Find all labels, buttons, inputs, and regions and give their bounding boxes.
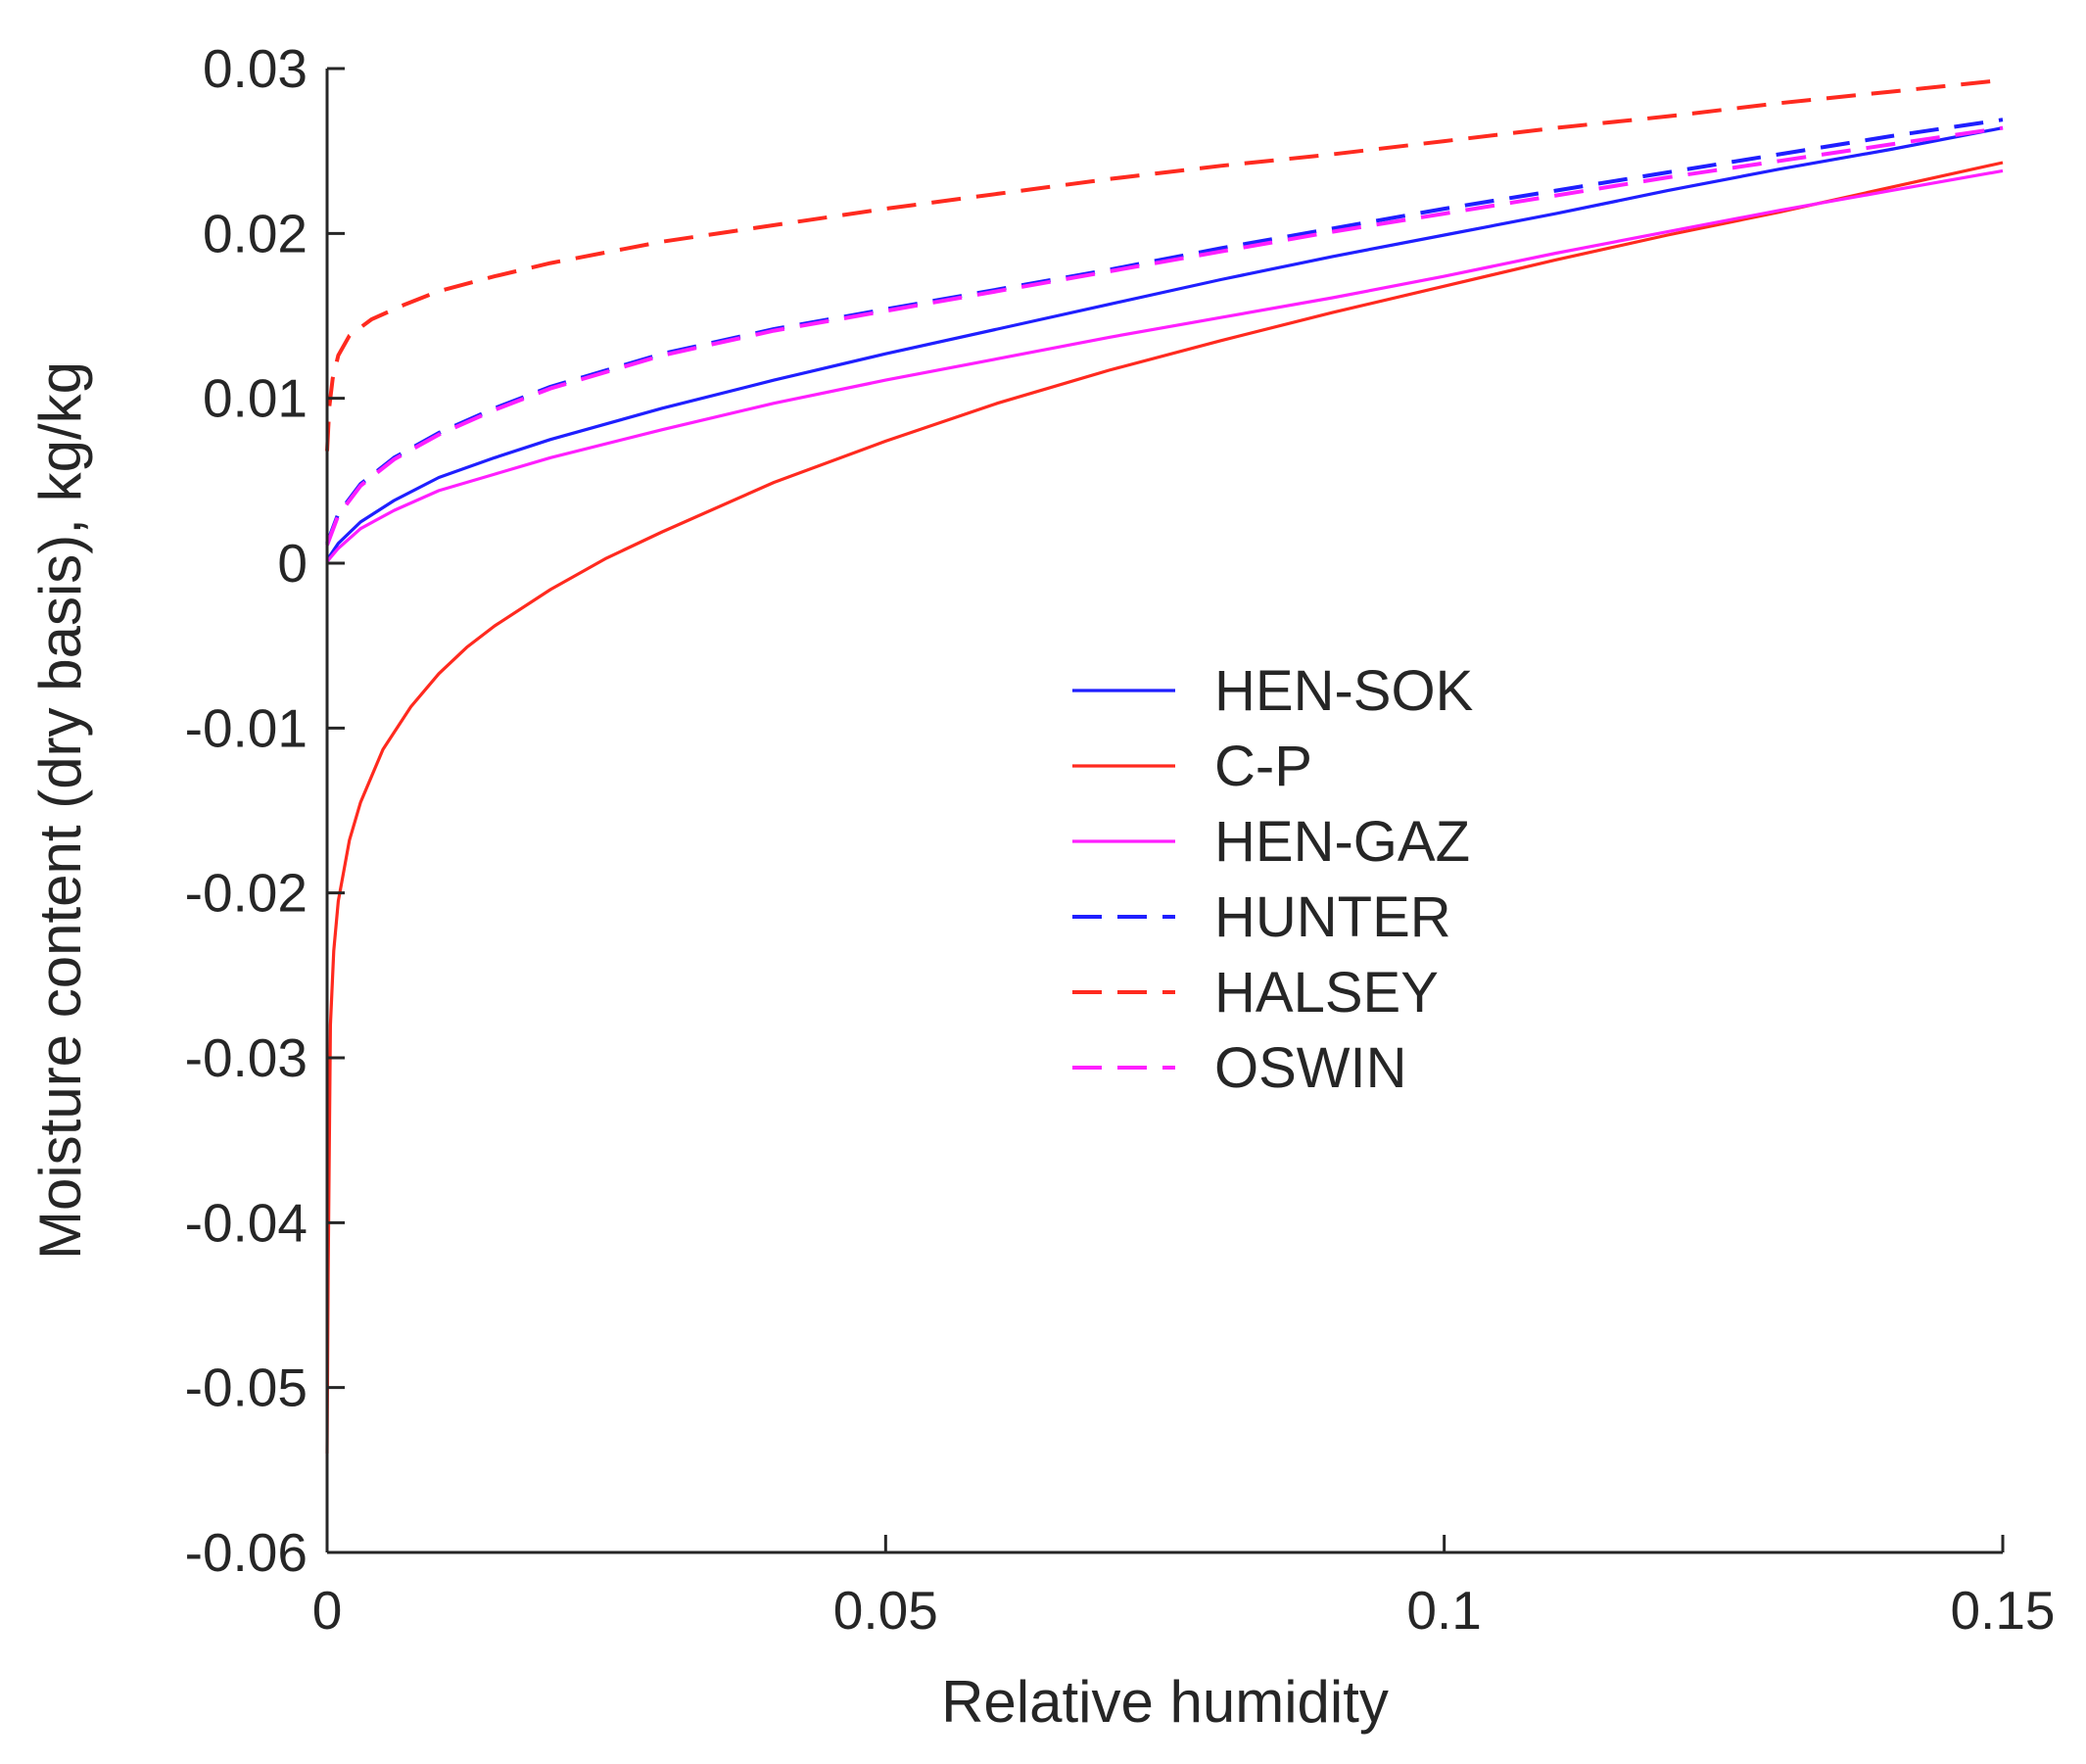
y-ticks: 0.03 0.02 0.01 0 -0.01 -0.02 -0.03 -0.04 -0.05 -0…: [185, 38, 345, 1583]
x-tick-label: 0.1: [1406, 1580, 1481, 1641]
legend-label-hunter: HUNTER: [1214, 885, 1451, 949]
x-tick-label: 0.15: [1950, 1580, 2055, 1641]
legend-label-hen-gaz: HEN-GAZ: [1214, 810, 1470, 874]
series-line-hen-sok: [325, 126, 2004, 561]
axes: 0.03 0.02 0.01 0 -0.01 -0.02 -0.03 -0.04 -0.05 -0…: [185, 38, 2056, 1641]
x-tick-label: 0: [312, 1580, 343, 1641]
series-layer: [325, 77, 2004, 1454]
series-line-oswin: [325, 125, 2004, 547]
y-tick-label: -0.04: [185, 1192, 308, 1253]
series-line-hunter: [325, 118, 2004, 545]
y-tick-label: -0.01: [185, 697, 308, 758]
y-tick-label: 0.03: [203, 38, 308, 99]
y-tick-label: 0.02: [203, 203, 308, 263]
x-axis-title: Relative humidity: [941, 1669, 1389, 1735]
y-tick-label: 0: [277, 533, 308, 594]
legend: HEN-SOK C-P HEN-GAZ HUNTER HALSEY OSWIN: [1072, 659, 1474, 1100]
y-tick-label: -0.03: [185, 1027, 308, 1088]
legend-label-oswin: OSWIN: [1214, 1036, 1407, 1100]
y-tick-label: -0.05: [185, 1358, 308, 1418]
series-line-halsey: [325, 77, 2004, 452]
legend-label-halsey: HALSEY: [1214, 961, 1439, 1025]
x-ticks: 0 0.05 0.1 0.15: [312, 1535, 2056, 1641]
legend-label-c-p: C-P: [1214, 735, 1312, 798]
series-line-hen-gaz: [325, 168, 2004, 563]
y-tick-label: 0.01: [203, 368, 308, 429]
x-tick-label: 0.05: [833, 1580, 938, 1641]
y-tick-label: -0.02: [185, 863, 308, 924]
y-axis-title: Moisture content (dry basis), kg/kg: [27, 361, 93, 1260]
legend-label-hen-sok: HEN-SOK: [1214, 659, 1474, 723]
series-line-c-p: [325, 161, 2004, 1454]
y-tick-label: -0.06: [185, 1522, 308, 1583]
